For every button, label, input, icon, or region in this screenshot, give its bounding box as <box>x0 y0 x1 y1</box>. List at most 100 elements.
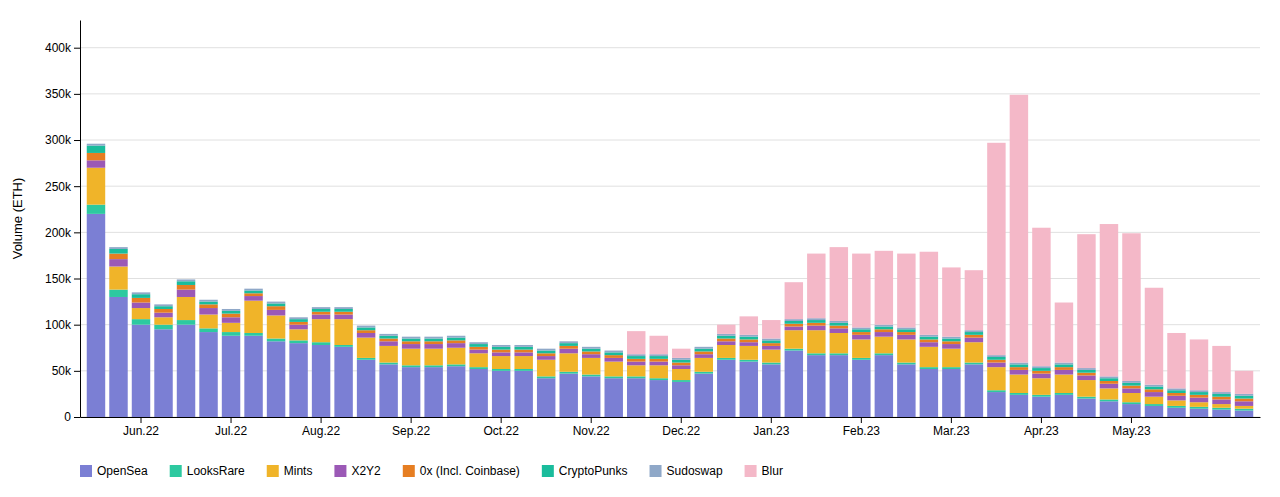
bar-segment <box>1235 409 1253 411</box>
bar-segment <box>740 346 758 360</box>
bar-segment <box>1212 394 1230 397</box>
bar-segment <box>582 351 600 354</box>
bar-segment <box>267 315 285 338</box>
bar-segment <box>942 339 960 342</box>
bar-segment <box>447 343 465 348</box>
bar-segment <box>537 348 555 349</box>
bar-segment <box>1212 392 1230 394</box>
bar-segment <box>672 363 690 366</box>
bar-segment <box>627 331 645 354</box>
bar-segment <box>627 359 645 362</box>
bar-segment <box>244 289 262 291</box>
bar-segment <box>492 352 510 356</box>
bar-segment <box>447 338 465 341</box>
bar-segment <box>1145 397 1163 404</box>
bar-segment <box>469 342 487 344</box>
bar-segment <box>1055 364 1073 367</box>
legend-swatch <box>542 465 554 477</box>
bar-segment <box>852 329 870 332</box>
bar-segment <box>650 336 668 354</box>
bar-segment <box>650 380 668 417</box>
bar-segment <box>424 349 442 366</box>
bar-segment <box>222 336 240 417</box>
bar-segment <box>1190 407 1208 409</box>
bar-segment <box>920 342 938 347</box>
grid-line <box>80 186 1260 187</box>
bar-segment <box>942 349 960 367</box>
bar-segment <box>289 343 307 417</box>
bar-segment <box>740 339 758 342</box>
bar-segment <box>582 346 600 347</box>
bar-segment <box>177 325 195 417</box>
series <box>627 95 1253 394</box>
tick: Jun.22 <box>123 417 159 438</box>
bar-segment <box>109 290 127 297</box>
bar-segment <box>312 309 330 312</box>
series <box>87 146 1253 399</box>
bar-segment <box>492 345 510 347</box>
bar-segment <box>785 330 803 348</box>
legend-label: OpenSea <box>97 464 148 478</box>
bar-segment <box>672 382 690 417</box>
bar-segment <box>447 366 465 417</box>
tick-mark <box>74 232 80 233</box>
bar-segment <box>695 349 713 352</box>
bar-segment <box>357 333 375 338</box>
bar-segment <box>1100 388 1118 399</box>
tick: 400k <box>45 41 80 55</box>
bar-segment <box>1167 406 1185 408</box>
bar-segment <box>559 346 577 349</box>
bar-segment <box>1010 367 1028 370</box>
axis-line <box>80 21 81 418</box>
legend-item: Blur <box>745 464 783 478</box>
series <box>87 153 1253 401</box>
legend-item: LooksRare <box>170 464 245 478</box>
bar-segment <box>875 337 893 354</box>
bar-segment <box>447 364 465 366</box>
bar-segment <box>1190 409 1208 417</box>
bar-segment <box>1235 406 1253 409</box>
tick-mark <box>591 417 592 423</box>
bar-segment <box>514 369 532 371</box>
bar-segment <box>740 362 758 417</box>
bar-segment <box>514 344 532 345</box>
bar-segment <box>559 372 577 374</box>
tick-label: 250k <box>45 180 72 194</box>
bar-segment <box>830 323 848 326</box>
tick: 0 <box>64 410 80 424</box>
bar-segment <box>1122 404 1140 417</box>
tick-mark <box>141 417 142 423</box>
bar-segment <box>1100 378 1118 381</box>
bar-segment <box>1032 395 1050 397</box>
bar-segment <box>312 319 330 342</box>
bar-segment <box>1010 395 1028 417</box>
bar-segment <box>1032 366 1050 368</box>
bar-segment <box>447 340 465 343</box>
bar-segment <box>222 311 240 314</box>
bar-segment <box>807 326 825 331</box>
bar-segment <box>267 301 285 302</box>
bar-segment <box>627 365 645 376</box>
tick: 250k <box>45 180 80 194</box>
legend-swatch <box>267 465 279 477</box>
bar-segment <box>559 341 577 342</box>
bar-segment <box>875 353 893 355</box>
bar-segment <box>1077 234 1095 368</box>
bar-segment <box>379 341 397 346</box>
tick: 300k <box>45 133 80 147</box>
bar-segment <box>604 352 622 355</box>
bar-segment <box>424 339 442 342</box>
bar-segment <box>1100 376 1118 378</box>
bar-segment <box>109 259 127 266</box>
bar-segment <box>762 343 780 346</box>
tick: May.23 <box>1112 417 1151 438</box>
bar-segment <box>650 365 668 378</box>
bar-segment <box>132 325 150 417</box>
bar-segment <box>807 330 825 353</box>
bar-segment <box>132 298 150 303</box>
bar-segment <box>87 168 105 205</box>
bar-segment <box>492 369 510 371</box>
bar-segment <box>177 281 195 285</box>
bar-segment <box>334 307 352 309</box>
bar-segment <box>334 312 352 315</box>
